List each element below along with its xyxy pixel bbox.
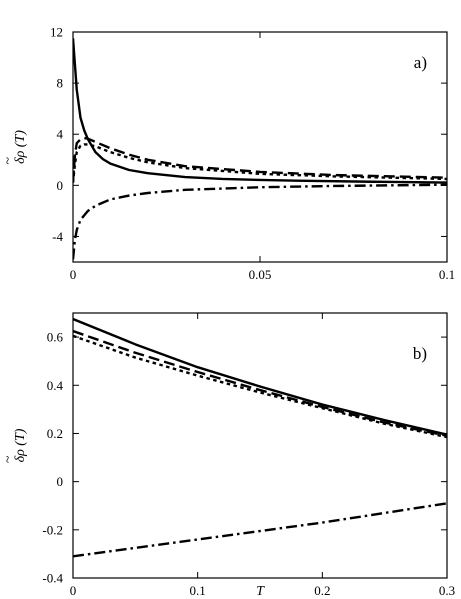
y-tick-label: 12 [50, 25, 63, 40]
y-axis-label-text: δρ (T) [13, 428, 28, 462]
y-axis-label: δρ (T)~ [1, 130, 28, 165]
y-axis-label-text: δρ (T) [13, 130, 28, 164]
panel-a: 0 0.05 0.1 -4 0 4 8 12 a) δρ (T)~ [1, 25, 455, 283]
y-tick-label: 0.6 [47, 330, 64, 345]
y-axis-label-accent: ~ [1, 157, 16, 165]
y-tick-label: 0 [57, 178, 64, 193]
y-axis-label: δρ (T)~ [1, 428, 28, 463]
y-tick-label: -4 [52, 229, 63, 244]
y-tick-label: 8 [57, 76, 64, 91]
plot-frame [72, 312, 448, 579]
series-line-dashed [73, 136, 447, 182]
x-tick-label: 0.1 [190, 583, 206, 598]
y-tick-label: 4 [57, 127, 64, 142]
x-axis-label: T [256, 584, 265, 599]
series-line-solid [73, 317, 447, 436]
panel-b: 0 0.1 0.2 0.3 -0.4 -0.2 0 0.2 0.4 0.6 b) δρ (T)~ T [1, 312, 455, 599]
y-tick-label: 0.2 [47, 426, 63, 441]
x-tick-label: 0.1 [439, 267, 455, 282]
x-tick-label: 0 [70, 583, 77, 598]
x-tick-label: 0 [70, 267, 77, 282]
series-line-dashdot [73, 183, 447, 260]
series-line-dashdot [73, 502, 447, 558]
y-tick-label: -0.4 [42, 571, 63, 586]
y-tick-label: -0.2 [42, 522, 63, 537]
panel-label: b) [413, 344, 427, 363]
series-line-dashed [73, 329, 447, 438]
y-axis-label-accent: ~ [1, 455, 16, 463]
series-line-solid [73, 38, 447, 184]
x-tick-label: 0.2 [314, 583, 330, 598]
panel-label: a) [414, 53, 427, 72]
plot-frame [72, 31, 448, 263]
x-tick-label: 0.05 [249, 267, 272, 282]
x-tick-label: 0.3 [439, 583, 455, 598]
y-tick-label: 0 [57, 474, 64, 489]
series-line-dotted [73, 143, 447, 183]
y-tick-label: 0.4 [47, 378, 64, 393]
series-line-dotted [73, 334, 447, 439]
